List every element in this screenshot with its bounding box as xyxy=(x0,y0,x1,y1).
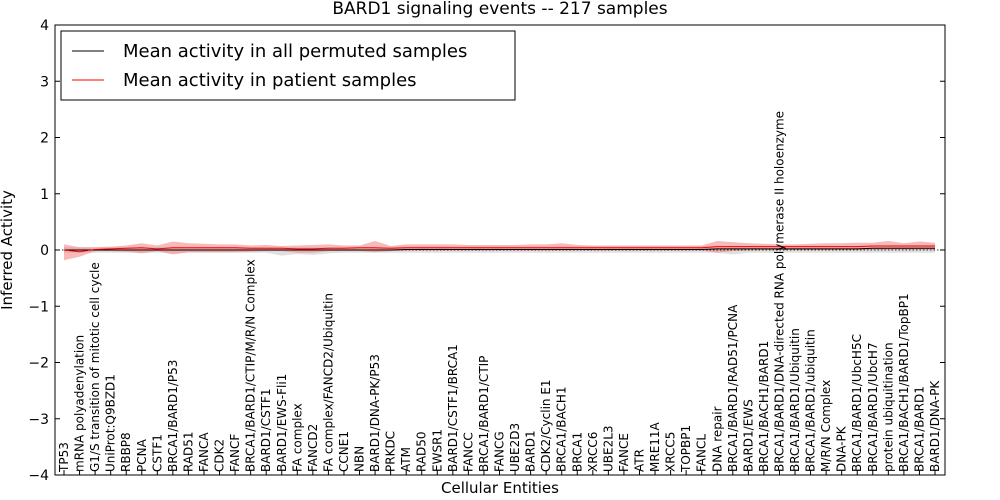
x-tick-label: FANCD2 xyxy=(306,424,320,472)
x-tick-label: ATR xyxy=(632,449,646,472)
x-tick-label: EWSR1 xyxy=(430,429,444,472)
x-tick-label: FA complex/FANCD2/Ubiquitin xyxy=(321,293,335,472)
x-tick-label: FANCF xyxy=(228,434,242,472)
x-tick-label: BRCA1/BARD1/DNA-directed RNA polymerase … xyxy=(772,111,786,472)
x-tick-label: protein ubiquitination xyxy=(881,342,895,472)
x-tick-label: NBN xyxy=(353,446,367,472)
y-tick-label: −3 xyxy=(28,412,49,428)
y-tick-label: −1 xyxy=(28,299,49,315)
x-tick-label: BRCA1 xyxy=(570,432,584,472)
legend: Mean activity in all permuted samples Me… xyxy=(60,30,516,101)
x-tick-label: FANCL xyxy=(695,434,709,472)
x-tick-label: FANCG xyxy=(493,431,507,472)
x-tick-label: BRCA1/BARD1/Ubiquitin xyxy=(788,328,802,472)
x-tick-label: BRCA1/BACH1/BARD1/TopBP1 xyxy=(897,293,911,472)
series-line-patient xyxy=(63,245,935,253)
x-tick-label: XRCC5 xyxy=(664,432,678,472)
x-axis-label: Cellular Entities xyxy=(441,479,559,497)
x-tick-label: RAD50 xyxy=(415,431,429,472)
x-tick-label: BRCA1/BACH1/BARD1 xyxy=(757,341,771,472)
x-tick-label: ATM xyxy=(399,447,413,472)
x-tick-label: UBE2D3 xyxy=(508,423,522,472)
confidence-band-patient xyxy=(64,241,935,261)
x-tick-label: BARD1/DNA-PK xyxy=(928,380,942,472)
x-tick-label: UniProt:Q9BZD1 xyxy=(104,374,118,472)
x-tick-label: MRE11A xyxy=(648,421,662,472)
x-axis: TP53 mRNA polyadenylation G1/S transition … xyxy=(57,111,942,475)
x-tick-label: DNA-PK xyxy=(835,425,849,472)
x-tick-label: UBE2L3 xyxy=(601,425,615,472)
y-axis: −4 −3 −2 −1 0 1 2 3 4 xyxy=(28,18,945,484)
x-tick-label: BRCA1/BARD1/CTIP/M/R/N Complex xyxy=(244,259,258,472)
x-tick-label: TOPBP1 xyxy=(679,425,693,473)
x-tick-label: CDK2 xyxy=(213,439,227,472)
x-tick-label: BARD1/EWS-Fli1 xyxy=(275,374,289,472)
x-tick-label: BRCA1/BACH1 xyxy=(555,386,569,472)
x-tick-label: mRNA polyadenylation xyxy=(73,335,87,472)
y-tick-label: −2 xyxy=(28,356,49,372)
x-tick-label: M/R/N Complex xyxy=(819,380,833,472)
x-tick-label: FANCC xyxy=(461,432,475,472)
y-tick-label: 4 xyxy=(40,18,49,34)
x-tick-label: PRKDC xyxy=(384,431,398,472)
x-tick-label: BRCA1/BARD1/ubiquitin xyxy=(804,329,818,472)
x-tick-label: BRCA1/BARD1/RAD51/PCNA xyxy=(726,304,740,472)
y-tick-label: 0 xyxy=(40,243,49,259)
x-tick-label: RAD51 xyxy=(181,431,195,472)
x-tick-label: BARD1/CSTF1 xyxy=(259,388,273,472)
x-tick-label: CDK2/Cyclin E1 xyxy=(539,379,553,472)
x-tick-label: BARD1/CSTF1/BRCA1 xyxy=(446,344,460,472)
x-tick-label: G1/S transition of mitotic cell cycle xyxy=(88,262,102,472)
x-tick-label: CCNE1 xyxy=(337,431,351,472)
chart-title: BARD1 signaling events -- 217 samples xyxy=(332,0,667,19)
legend-label-permuted: Mean activity in all permuted samples xyxy=(123,41,467,62)
x-tick-label: TP53 xyxy=(57,442,71,473)
x-tick-label: CSTF1 xyxy=(150,434,164,472)
y-tick-label: 1 xyxy=(40,187,49,203)
x-tick-label: DNA repair xyxy=(710,406,724,472)
y-tick-label: 2 xyxy=(40,131,49,147)
x-tick-label: RBBP8 xyxy=(119,432,133,472)
legend-label-patient: Mean activity in patient samples xyxy=(123,70,417,91)
x-tick-label: BRCA1/BARD1/UbcH5C xyxy=(850,334,864,472)
y-axis-label: Inferred Activity xyxy=(0,190,16,310)
x-tick-label: BARD1/DNA-PK/P53 xyxy=(368,354,382,472)
x-tick-label: BRCA1/BARD1/P53 xyxy=(166,360,180,472)
x-tick-label: BARD1/EWS xyxy=(741,399,755,472)
x-tick-label: BRCA1/BARD1/CTIP xyxy=(477,356,491,472)
confidence-bands xyxy=(64,241,935,261)
x-tick-label: XRCC6 xyxy=(586,432,600,472)
legend-box xyxy=(60,30,516,101)
x-tick-label: BARD1 xyxy=(524,430,538,472)
x-tick-label: FA complex xyxy=(290,403,304,472)
y-tick-label: 3 xyxy=(40,74,49,90)
x-tick-label: PCNA xyxy=(135,438,149,472)
x-tick-label: FANCE xyxy=(617,433,631,472)
x-tick-label: BRCA1/BARD1 xyxy=(912,386,926,472)
x-tick-label: FANCA xyxy=(197,432,211,472)
x-tick-label: BRCA1/BARD1/UbcH7 xyxy=(866,342,880,472)
y-tick-label: −4 xyxy=(28,468,49,484)
